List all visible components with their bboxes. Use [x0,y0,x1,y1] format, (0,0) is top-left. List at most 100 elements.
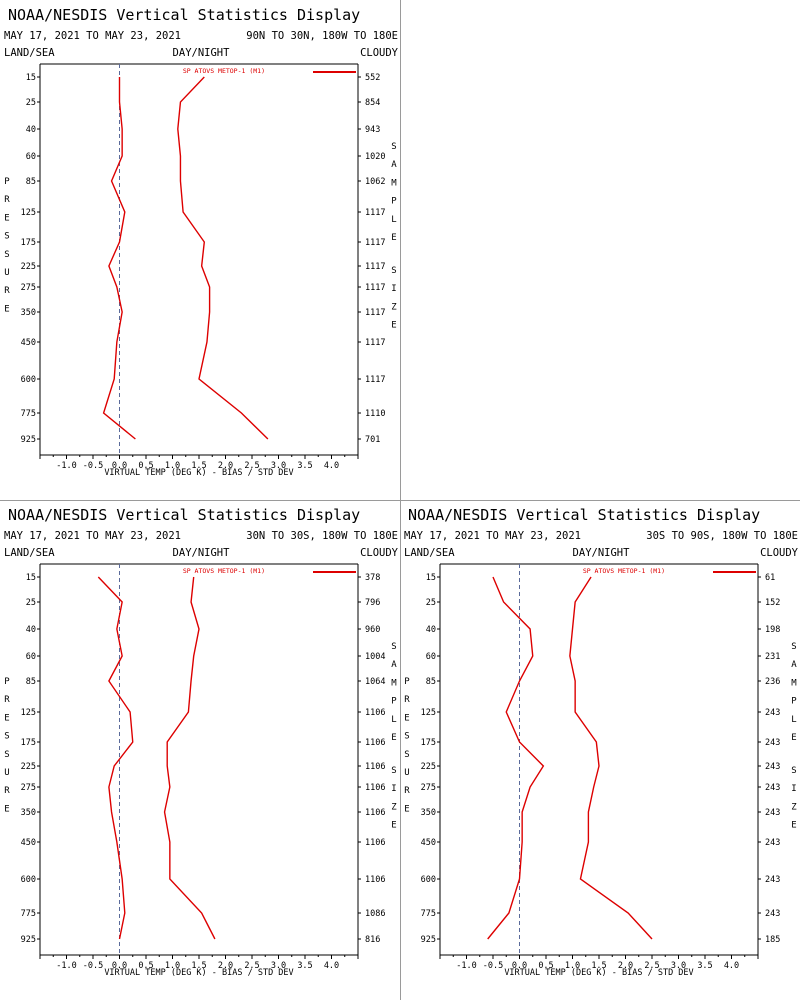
x-tick-label: 0.5 [138,461,153,471]
pressure-level-label: 175 [421,738,436,748]
size-letter: E [791,821,796,831]
pressure-level-label: 350 [21,808,36,818]
sample-size-label: 185 [765,935,780,945]
size-letter: I [391,784,396,794]
legend-label: SP ATOVS METOP-1 (M1) [583,567,665,575]
sample-size-label: 1106 [365,875,385,885]
sample-size-label: 1004 [365,652,385,662]
pressure-letter: E [4,713,9,723]
x-tick-label: 3.0 [671,961,686,971]
panel-90n-30n: NOAA/NESDIS Vertical Statistics Display M… [0,0,400,500]
pressure-level-label: 60 [426,652,436,662]
pressure-letter: E [404,713,409,723]
x-tick-label: 3.0 [271,461,286,471]
pressure-level-label: 60 [26,652,36,662]
pressure-letter: R [404,786,410,796]
x-tick-label: 3.0 [271,961,286,971]
sample-size-label: 701 [365,435,380,445]
cloudy-label: CLOUDY [760,547,799,559]
x-tick-label: -0.5 [83,961,103,971]
size-letter: Z [791,802,797,812]
pressure-letter: R [4,286,10,296]
x-tick-label: 4.0 [324,961,339,971]
day-night-label: DAY/NIGHT [173,47,231,59]
pressure-level-label: 775 [21,409,36,419]
pressure-level-label: 600 [21,375,36,385]
pressure-level-label: 225 [21,762,36,772]
legend-label: SP ATOVS METOP-1 (M1) [183,567,265,575]
pressure-level-label: 925 [421,935,436,945]
cloudy-label: CLOUDY [360,47,399,59]
pressure-letter: U [4,268,9,278]
x-tick-label: 4.0 [724,961,739,971]
x-tick-label: -1.0 [456,961,476,971]
sample-size-label: 1117 [365,375,385,385]
day-night-label: DAY/NIGHT [573,547,631,559]
pressure-letter: R [404,695,410,705]
sample-size-label: 231 [765,652,780,662]
sample-size-label: 243 [765,808,780,818]
pressure-letter: S [4,750,9,760]
pressure-level-label: 25 [426,598,436,608]
pressure-letter: P [4,177,10,187]
size-letter: Z [391,302,397,312]
pressure-level-label: 175 [21,738,36,748]
sample-size-label: 1064 [365,677,385,687]
x-tick-label: 1.0 [565,961,580,971]
panel-30n-30s: NOAA/NESDIS Vertical Statistics Display M… [0,500,400,1000]
x-tick-label: 3.5 [297,961,312,971]
display-title: NOAA/NESDIS Vertical Statistics Display [8,506,360,524]
sample-letter: L [791,715,796,725]
date-range: MAY 17, 2021 TO MAY 23, 2021 [4,30,181,42]
x-tick-label: 2.5 [244,961,259,971]
size-letter: S [791,766,796,776]
pressure-level-label: 350 [21,308,36,318]
sample-size-label: 1020 [365,152,385,162]
pressure-level-label: 600 [421,875,436,885]
sample-size-label: 236 [765,677,780,687]
pressure-level-label: 85 [26,177,36,187]
sample-letter: P [391,697,397,707]
vertical-stats-chart: NOAA/NESDIS Vertical Statistics Display M… [4,6,399,478]
pressure-level-label: 275 [21,783,36,793]
sample-size-label: 152 [765,598,780,608]
region-label: 30S TO 90S, 180W TO 180E [646,530,798,542]
sample-letter: A [791,660,797,670]
sample-size-label: 1117 [365,283,385,293]
sample-size-label: 1106 [365,708,385,718]
sample-size-label: 1106 [365,808,385,818]
x-tick-label: 2.0 [218,961,233,971]
sample-size-label: 61 [765,573,775,583]
sample-size-label: 243 [765,838,780,848]
x-tick-label: 0.5 [538,961,553,971]
pressure-level-label: 450 [21,838,36,848]
x-tick-label: -0.5 [83,461,103,471]
size-letter: S [391,266,396,276]
pressure-level-label: 25 [26,598,36,608]
stddev-line [177,76,269,440]
x-tick-label: 2.0 [218,461,233,471]
x-tick-label: 1.5 [191,461,206,471]
pressure-letter: U [404,768,409,778]
sample-size-label: 854 [365,98,380,108]
sample-size-label: 198 [765,625,780,635]
pressure-level-label: 15 [426,573,436,583]
x-tick-label: 2.5 [644,961,659,971]
region-label: 90N TO 30N, 180W TO 180E [246,30,398,42]
x-tick-label: 3.5 [697,961,712,971]
sample-size-label: 243 [765,708,780,718]
land-sea-label: LAND/SEA [4,547,55,559]
pressure-level-label: 775 [421,909,436,919]
pressure-letter: R [4,695,10,705]
x-tick-label: 2.5 [244,461,259,471]
sample-size-label: 1086 [365,909,385,919]
pressure-level-label: 925 [21,935,36,945]
sample-size-label: 796 [365,598,380,608]
sample-size-label: 943 [365,125,380,135]
x-tick-label: 1.5 [591,961,606,971]
vertical-stats-chart: NOAA/NESDIS Vertical Statistics Display M… [404,506,799,978]
pressure-level-label: 125 [21,208,36,218]
x-tick-label: 0.0 [112,961,127,971]
sample-size-label: 243 [765,738,780,748]
pressure-level-label: 175 [21,238,36,248]
